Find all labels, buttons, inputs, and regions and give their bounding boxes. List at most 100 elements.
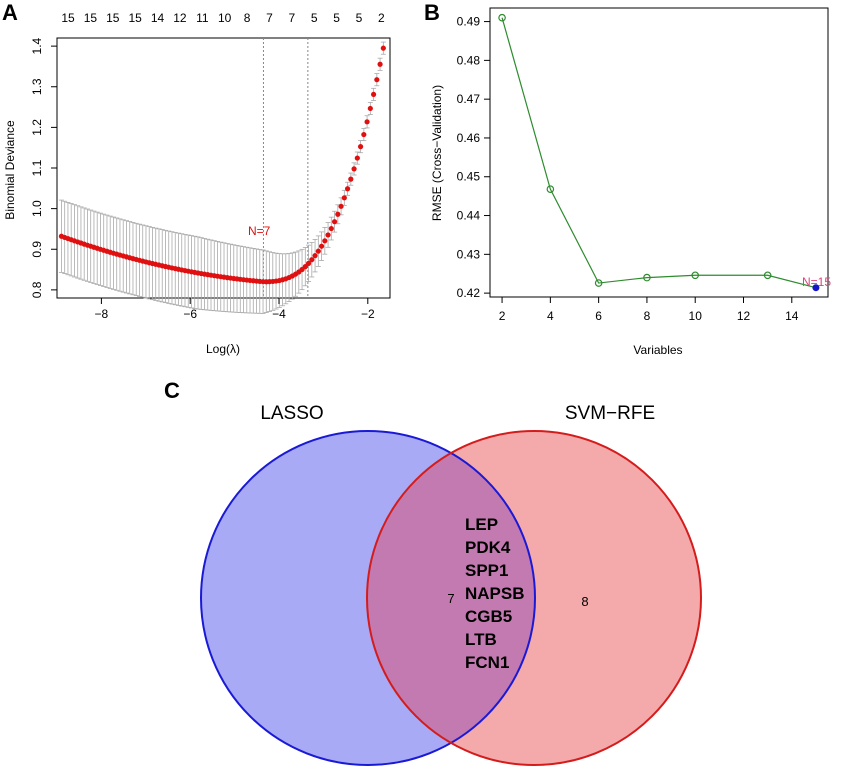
top-axis-label: 10 bbox=[218, 11, 232, 25]
panel-c-letter: C bbox=[164, 378, 180, 403]
panel-b-best-label: N=15 bbox=[802, 275, 831, 289]
top-axis-label: 14 bbox=[151, 11, 165, 25]
deviance-point bbox=[318, 243, 325, 249]
deviance-point bbox=[312, 253, 318, 259]
panel-b-xlabel: Variables bbox=[633, 343, 682, 357]
rmse-best-point bbox=[812, 284, 820, 292]
y-tick-label: 0.8 bbox=[30, 281, 44, 298]
rmse-point bbox=[763, 271, 772, 280]
x-tick-label: −4 bbox=[272, 307, 286, 321]
x-tick-label: −2 bbox=[361, 307, 375, 321]
panel-c: C LASSO SVM−RFE 7 8 LEP PDK4 SPP1 NAPSB … bbox=[164, 378, 702, 766]
y-tick-label: 0.43 bbox=[457, 247, 481, 261]
panel-b-plot-frame bbox=[489, 7, 829, 298]
panel-a-xlabel: Log(λ) bbox=[206, 342, 240, 356]
rmse-point bbox=[498, 13, 506, 22]
venn-gene: NAPSB bbox=[465, 584, 525, 603]
top-axis-label: 7 bbox=[266, 11, 273, 25]
venn-gene: FCN1 bbox=[465, 653, 509, 672]
x-tick-label: 4 bbox=[547, 309, 554, 323]
deviance-point bbox=[357, 144, 364, 150]
venn-gene: SPP1 bbox=[465, 561, 508, 580]
top-axis-label: 5 bbox=[333, 11, 340, 25]
deviance-point bbox=[348, 176, 354, 182]
venn-gene: LTB bbox=[465, 630, 497, 649]
top-axis-label: 15 bbox=[106, 11, 120, 25]
deviance-point bbox=[351, 166, 357, 172]
top-axis-label: 15 bbox=[84, 11, 98, 25]
deviance-point bbox=[354, 155, 360, 161]
panel-b-ylabel: RMSE (Cross−Validation) bbox=[430, 85, 444, 221]
deviance-point bbox=[325, 232, 331, 238]
y-tick-label: 1.0 bbox=[30, 200, 44, 217]
y-tick-label: 0.46 bbox=[457, 131, 481, 145]
deviance-point bbox=[367, 105, 373, 112]
x-tick-label: −6 bbox=[183, 307, 197, 321]
x-tick-label: 12 bbox=[737, 309, 751, 323]
x-tick-label: 8 bbox=[644, 309, 651, 323]
deviance-point bbox=[344, 186, 351, 192]
panel-b-letter: B bbox=[424, 0, 440, 25]
panel-a: A −8 −6 −4 −2 0.8 0.9 1.0 1.1 1.2 1.3 1.4 15 15 15 1… bbox=[2, 0, 391, 356]
deviance-point bbox=[380, 45, 386, 51]
top-axis-label: 12 bbox=[173, 11, 187, 25]
y-tick-label: 0.45 bbox=[457, 170, 481, 184]
top-axis-label: 15 bbox=[61, 11, 75, 25]
y-tick-label: 0.47 bbox=[457, 92, 481, 106]
x-tick-label: 6 bbox=[595, 309, 602, 323]
y-tick-label: 1.1 bbox=[30, 159, 44, 176]
venn-gene: CGB5 bbox=[465, 607, 512, 626]
panel-a-annotation: N=7 bbox=[248, 224, 271, 238]
deviance-point bbox=[305, 260, 312, 266]
rmse-point bbox=[546, 185, 555, 193]
deviance-point bbox=[322, 238, 328, 244]
venn-gene: LEP bbox=[465, 515, 498, 534]
deviance-point bbox=[302, 264, 308, 270]
venn-svm-rfe-label: SVM−RFE bbox=[565, 403, 655, 424]
x-tick-label: 2 bbox=[499, 309, 506, 323]
venn-gene: PDK4 bbox=[465, 538, 511, 557]
panel-a-ylabel: Binomial Deviance bbox=[3, 120, 17, 220]
venn-intersection-genes: LEP PDK4 SPP1 NAPSB CGB5 LTB FCN1 bbox=[465, 515, 525, 672]
y-tick-label: 0.44 bbox=[457, 209, 481, 223]
deviance-point bbox=[361, 131, 367, 138]
deviance-point bbox=[309, 257, 315, 263]
top-axis-label: 11 bbox=[196, 11, 209, 25]
panel-b: B 2 4 6 8 10 12 14 0.42 0.43 0.44 0.45 0.46 0.47 0.4… bbox=[424, 0, 831, 357]
deviance-point bbox=[364, 119, 370, 125]
venn-svm-rfe-outline bbox=[366, 430, 702, 766]
venn-lasso-outline bbox=[200, 430, 536, 766]
y-tick-label: 1.4 bbox=[30, 37, 44, 54]
top-axis-label: 5 bbox=[356, 11, 363, 25]
deviance-point bbox=[377, 61, 383, 67]
rmse-point bbox=[643, 273, 651, 282]
x-tick-label: 10 bbox=[689, 309, 703, 323]
deviance-point bbox=[335, 211, 341, 217]
deviance-point bbox=[374, 77, 380, 83]
deviance-point bbox=[338, 203, 344, 209]
y-tick-label: 0.42 bbox=[457, 286, 481, 300]
deviance-point bbox=[341, 195, 347, 201]
top-axis-label: 15 bbox=[128, 11, 142, 25]
top-axis-label: 8 bbox=[244, 11, 251, 25]
top-axis-label: 7 bbox=[288, 11, 295, 25]
top-axis-label: 2 bbox=[378, 11, 385, 25]
y-tick-label: 0.9 bbox=[30, 241, 44, 258]
deviance-point bbox=[328, 225, 334, 232]
rmse-point bbox=[691, 271, 700, 280]
rmse-point bbox=[594, 279, 603, 287]
venn-svm-rfe-only-count: 8 bbox=[581, 594, 588, 609]
venn-lasso-only-count: 7 bbox=[447, 591, 454, 606]
y-tick-label: 1.3 bbox=[30, 78, 44, 95]
deviance-point bbox=[331, 219, 338, 225]
panel-a-letter: A bbox=[2, 0, 18, 25]
rmse-line bbox=[501, 17, 817, 289]
y-tick-label: 0.49 bbox=[457, 15, 481, 29]
venn-lasso-label: LASSO bbox=[260, 403, 323, 424]
top-axis-label: 5 bbox=[311, 11, 318, 25]
deviance-point bbox=[370, 91, 377, 98]
x-tick-label: 14 bbox=[785, 309, 799, 323]
y-tick-label: 0.48 bbox=[457, 53, 481, 67]
y-tick-label: 1.2 bbox=[30, 119, 44, 136]
